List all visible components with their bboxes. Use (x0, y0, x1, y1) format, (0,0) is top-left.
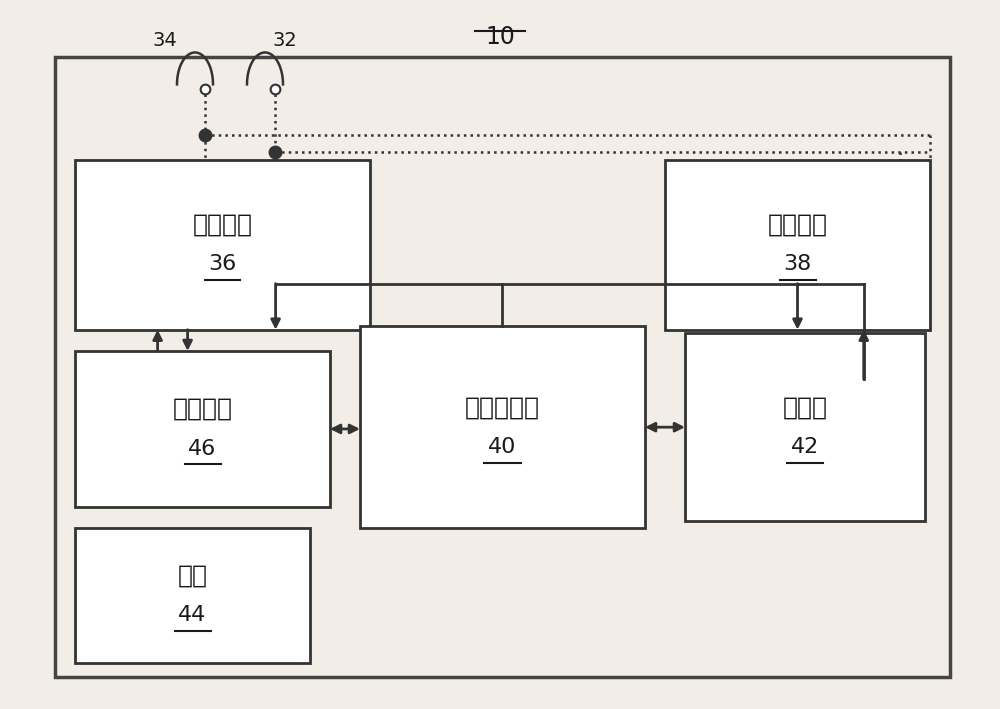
Bar (75, 351, 330, 507)
Text: 46: 46 (188, 439, 217, 459)
Bar (360, 326, 645, 528)
Bar (685, 333, 925, 521)
Text: 42: 42 (791, 437, 819, 457)
Text: 44: 44 (178, 605, 207, 625)
Text: 通信模块: 通信模块 (173, 397, 232, 421)
Bar (75, 160, 370, 330)
Bar (665, 160, 930, 330)
Text: 40: 40 (488, 437, 517, 457)
Text: 38: 38 (783, 255, 812, 274)
Text: 32: 32 (273, 30, 297, 50)
Text: 处理和控制: 处理和控制 (465, 396, 540, 419)
Text: 电源: 电源 (178, 564, 208, 588)
Bar (55, 57, 950, 677)
Text: 36: 36 (208, 255, 237, 274)
Text: 10: 10 (485, 25, 515, 49)
Text: 34: 34 (153, 30, 177, 50)
Text: 治疗递送: 治疗递送 (768, 213, 828, 237)
Text: 存储器: 存储器 (782, 396, 828, 419)
Bar (75, 528, 310, 663)
Text: 感测模块: 感测模块 (192, 213, 252, 237)
